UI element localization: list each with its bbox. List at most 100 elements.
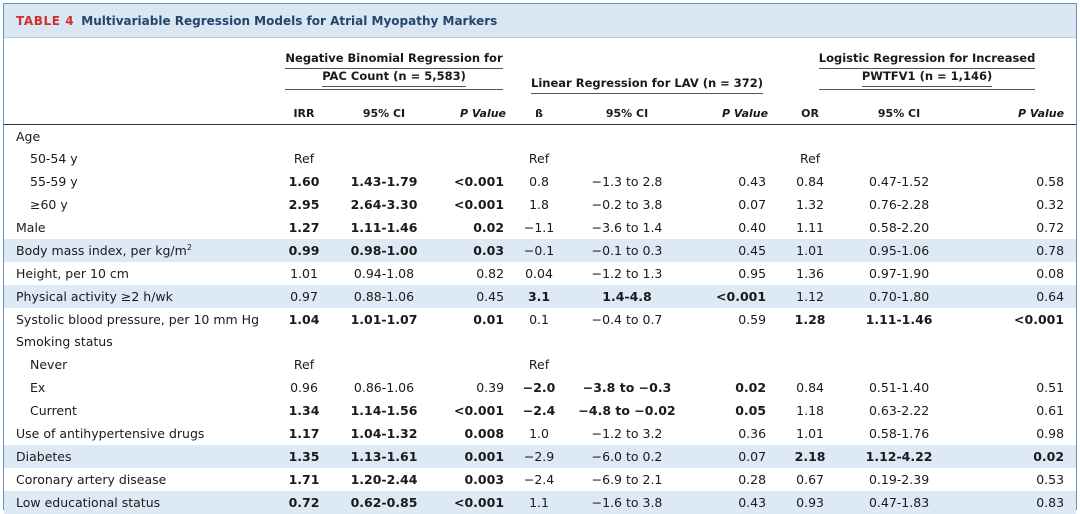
table-number: TABLE 4	[16, 13, 75, 28]
group-header-pac: Negative Binomial Regression for PAC Coun…	[272, 38, 516, 102]
row-label: Body mass index, per kg/m2	[16, 242, 192, 258]
table-cell: −6.0 to 0.2	[591, 448, 663, 464]
table-cell: 0.40	[738, 220, 767, 235]
table-cell: −0.2 to 3.8	[591, 197, 663, 213]
table-cell: 0.82	[476, 265, 505, 281]
table-cell	[336, 147, 432, 170]
table-row: Systolic blood pressure, per 10 mm Hg 1.0…	[4, 308, 1076, 331]
table-cell: 1.17	[288, 426, 320, 442]
table-cell: 0.76-2.28	[868, 197, 930, 213]
table-cell	[432, 125, 516, 148]
table-cell: −0.4 to 0.7	[591, 311, 663, 327]
table-row: Low educational status 0.72 0.62-0.85 <0.00…	[4, 490, 1077, 514]
group-header-blank	[4, 38, 272, 102]
table-cell: 0.84	[796, 380, 824, 396]
row-label: Male	[16, 220, 46, 235]
table-cell: −2.0	[522, 380, 556, 396]
column-header-variable	[4, 102, 272, 125]
table-row: Never Ref Ref	[4, 353, 1076, 376]
table-cell	[842, 147, 956, 170]
table-cell: 0.53	[1036, 471, 1065, 487]
table-cell: 0.95-1.06	[868, 242, 930, 258]
table-cell: <0.001	[716, 288, 767, 304]
table-row: Physical activity ≥2 h/wk 0.97 0.88-1.06 0.…	[4, 284, 1077, 308]
table-cell: −2.4	[522, 403, 556, 419]
table-cell: 0.28	[738, 471, 767, 487]
row-label: Systolic blood pressure, per 10 mm Hg	[16, 311, 260, 327]
table-cell: 0.63-2.22	[868, 403, 930, 419]
table-cell: 0.93	[796, 494, 824, 510]
row-label: Never	[30, 357, 68, 373]
table-cell	[336, 353, 432, 376]
table-cell: 0.86-1.06	[353, 380, 415, 396]
table-cell: 0.19-2.39	[868, 471, 930, 487]
table-cell: 0.03	[473, 242, 505, 258]
table-cell: 0.98	[1036, 426, 1065, 442]
table-cell: 1.04-1.32	[350, 426, 418, 442]
table-cell: −4.8 to −0.02	[578, 403, 676, 419]
row-label: Age	[16, 128, 41, 144]
table-cell: <0.001	[454, 403, 505, 419]
table-cell: 0.67	[796, 471, 824, 487]
table-cell: 0.32	[1036, 197, 1065, 213]
table-row: Smoking status	[4, 331, 1076, 354]
table-cell	[562, 353, 692, 376]
table-cell	[562, 147, 692, 170]
table-cell: 0.58	[1036, 174, 1065, 190]
table-cell: 0.64	[1036, 288, 1065, 304]
table-cell	[778, 331, 842, 354]
table-frame: TABLE 4 Multivariable Regression Models …	[3, 3, 1077, 514]
table-cell: 0.88-1.06	[353, 288, 415, 304]
row-label: Smoking status	[16, 334, 113, 350]
table-cell: 0.05	[735, 403, 767, 419]
table-cell: <0.001	[454, 174, 505, 190]
table-cell: 2.18	[794, 448, 826, 464]
table-cell: 0.39	[476, 380, 505, 396]
column-header-ci: 95% CI	[562, 102, 693, 125]
table-cell: 1.14-1.56	[350, 403, 418, 419]
table-cell: 1.12	[796, 288, 824, 304]
table-cell: 1.0	[529, 426, 549, 442]
table-cell: 0.99	[288, 242, 320, 258]
table-cell	[516, 125, 562, 148]
table-cell: −1.6 to 3.8	[591, 494, 663, 510]
row-label: ≥60 y	[30, 197, 68, 213]
column-header-irr: IRR	[272, 102, 336, 125]
table-cell: 1.20-2.44	[350, 471, 418, 487]
table-cell: 1.28	[794, 311, 826, 327]
table-cell	[842, 331, 956, 354]
table-cell: 1.01-1.07	[350, 311, 418, 327]
group-header-row: Negative Binomial Regression for PAC Coun…	[4, 38, 1076, 102]
table-cell: 1.43-1.79	[350, 174, 418, 190]
table-cell	[956, 353, 1076, 376]
column-header-pvalue: P Value	[692, 102, 779, 125]
group-header-pwtfv1: Logistic Regression for Increased PWTFV1 …	[778, 38, 1076, 102]
table-cell	[272, 125, 336, 148]
table-body: Age 50-54 y Ref Ref Ref 55-59 y 1.60 1.43-1.79 <…	[4, 125, 1077, 514]
table-cell: 1.01	[796, 242, 824, 258]
table-cell: 0.01	[473, 311, 505, 327]
table-cell: −1.1	[523, 220, 555, 235]
table-cell	[432, 331, 516, 354]
table-cell: Ref	[528, 357, 550, 373]
table-cell: 0.04	[525, 265, 553, 281]
table-cell: 0.43	[738, 174, 767, 190]
table-cell: 1.12-4.22	[865, 448, 933, 464]
table-cell	[778, 125, 842, 148]
table-cell: 1.18	[796, 403, 824, 419]
table-cell	[956, 147, 1076, 170]
table-row: Male 1.27 1.11-1.46 0.02 −1.1 −3.6 to 1.4 0.40…	[4, 216, 1076, 239]
table-cell: 0.003	[464, 471, 505, 487]
table-cell: 0.72	[1036, 220, 1065, 235]
table-cell: 1.01	[290, 265, 318, 281]
table-cell: 0.02	[1033, 448, 1065, 464]
table-cell: 1.13-1.61	[350, 448, 418, 464]
regression-table: Negative Binomial Regression for PAC Coun…	[4, 38, 1077, 514]
table-cell	[956, 125, 1076, 148]
table-cell: <0.001	[454, 197, 505, 213]
table-cell: 0.96	[290, 380, 318, 396]
table-cell: 2.64-3.30	[350, 197, 418, 213]
table-cell: 0.45	[738, 242, 767, 258]
table-cell: −1.3 to 2.8	[591, 174, 663, 190]
group-header-lav: Linear Regression for LAV (n = 372)	[516, 38, 778, 102]
